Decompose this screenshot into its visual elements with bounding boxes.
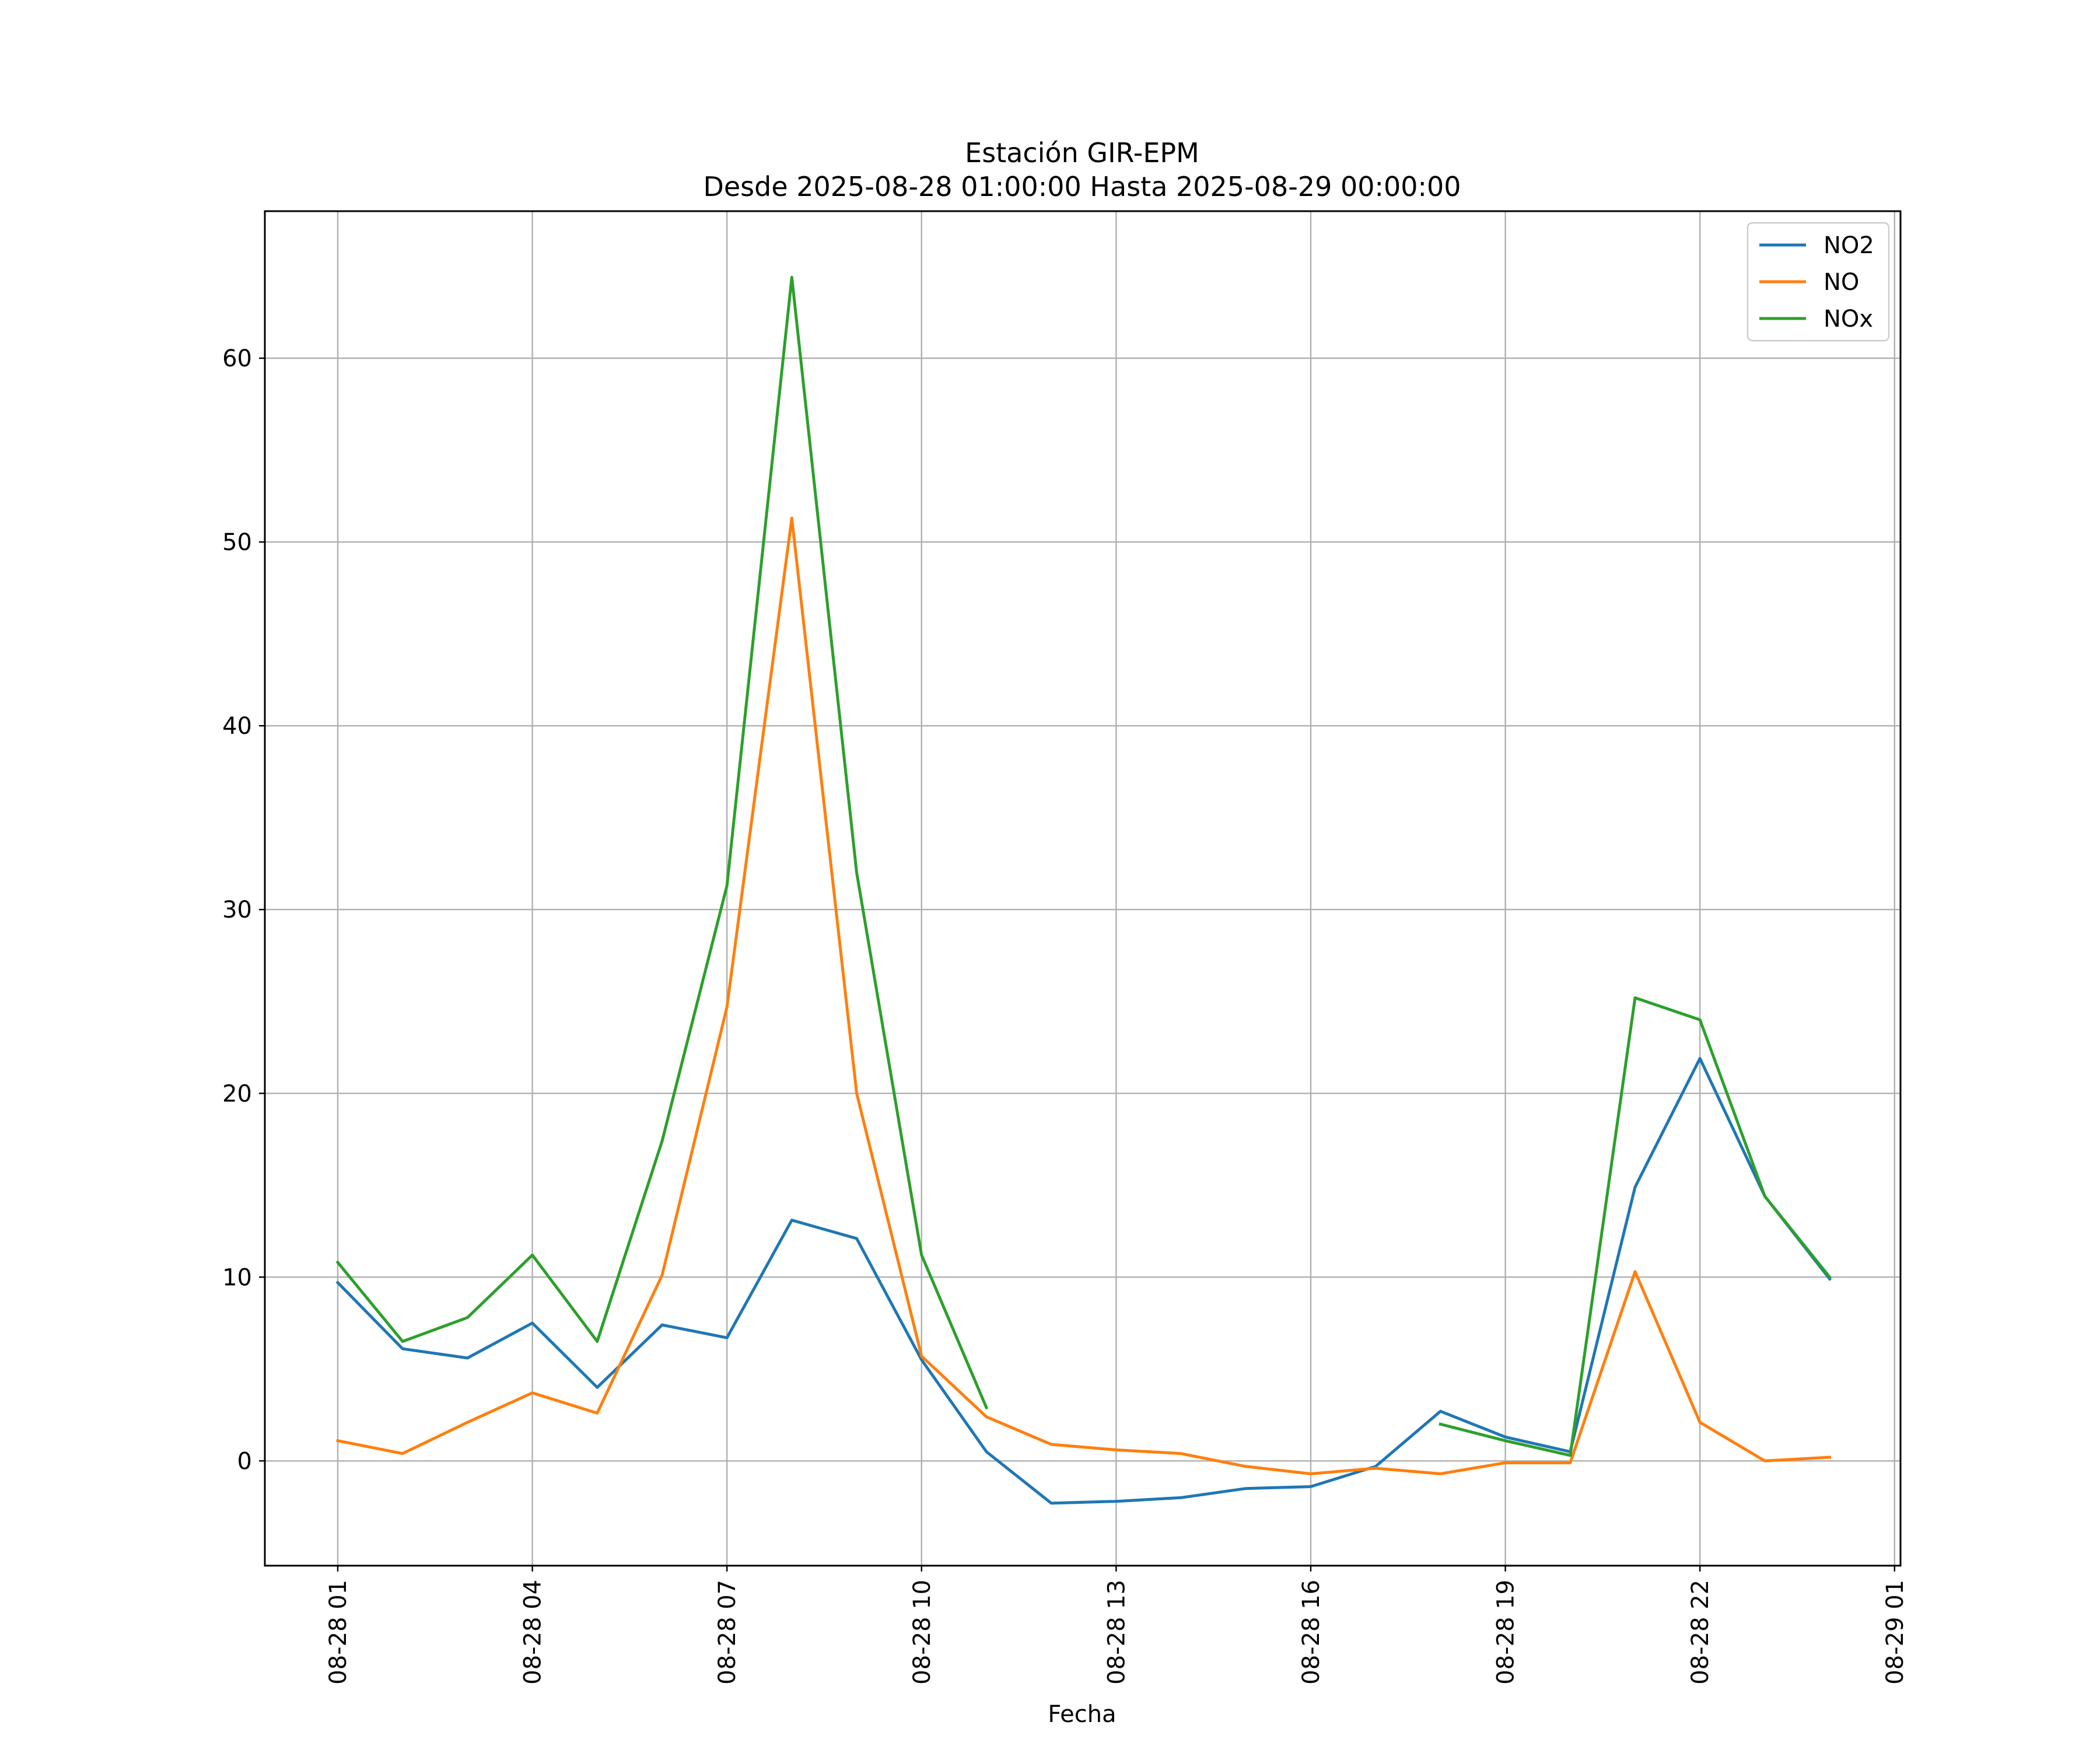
x-tick-label: 08-28 04 [520,1580,547,1685]
y-tick-label: 60 [222,345,252,372]
y-tick-label: 30 [222,897,252,923]
x-tick-label: 08-28 01 [325,1580,352,1685]
series-line-no2 [335,1056,1832,1505]
x-tick-label: 08-28 07 [714,1580,741,1685]
chart-subtitle: Desde 2025-08-28 01:00:00 Hasta 2025-08-… [703,171,1461,202]
x-tick-label: 08-28 10 [909,1580,936,1685]
y-tick-label: 0 [237,1448,252,1475]
y-tick-label: 40 [222,713,252,740]
x-tick-label: 08-28 19 [1493,1580,1520,1685]
chart-title: Estación GIR-EPM [965,137,1199,169]
y-tick-label: 10 [222,1264,252,1291]
x-axis-ticks: 08-28 01 08-28 04 08-28 07 08-28 10 08-28 13… [325,1566,1909,1685]
y-tick-label: 20 [222,1080,252,1107]
legend-label-nox: NOx [1824,306,1873,332]
legend-box [1746,222,1890,342]
x-tick-label: 08-28 13 [1103,1580,1130,1685]
x-tick-label: 08-28 22 [1687,1580,1714,1685]
x-tick-label: 08-29 01 [1882,1580,1909,1685]
legend-label-no2: NO2 [1824,232,1874,259]
series-line-nox [335,275,1832,1457]
series-line-no [336,516,1832,1475]
y-axis-ticks: 0 10 20 30 40 50 60 [222,345,265,1475]
y-tick-label: 50 [222,529,252,556]
series-lines [335,275,1832,1505]
legend: NO2 NO NOx [1746,222,1890,342]
x-axis-label: Fecha [1048,1701,1116,1728]
legend-label-no: NO [1824,269,1859,296]
x-tick-label: 08-28 16 [1298,1580,1325,1685]
plot-frame [264,210,1902,1567]
